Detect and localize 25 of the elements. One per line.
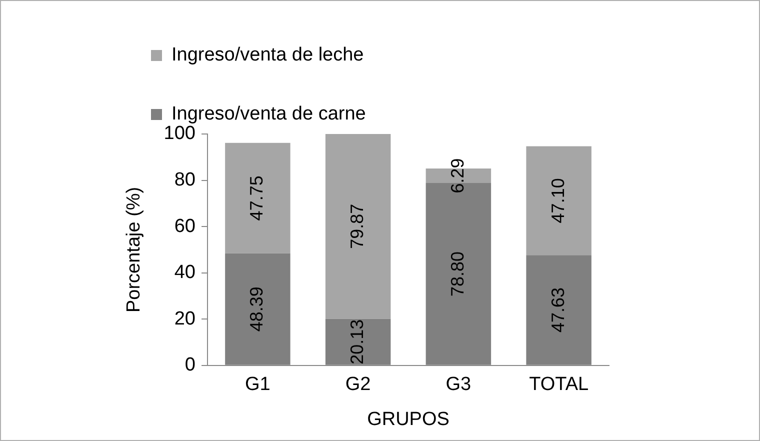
y-tick-label: 100 — [164, 123, 196, 144]
data-label: 78.80 — [447, 251, 468, 296]
data-label: 6.29 — [447, 158, 468, 194]
data-label: 47.63 — [548, 288, 568, 333]
bar — [526, 146, 592, 256]
x-axis-title: GRUPOS — [367, 408, 450, 430]
legend-label: Ingreso/venta de carne — [172, 104, 366, 125]
legend-label: Ingreso/venta de leche — [172, 44, 364, 66]
data-label: 47.75 — [246, 176, 267, 221]
x-tick-label: G2 — [345, 374, 371, 396]
data-label: 79.87 — [347, 204, 368, 249]
data-label: 48.39 — [246, 286, 267, 332]
bar — [225, 142, 290, 254]
y-tick-label: 80 — [174, 170, 196, 191]
data-label: 20.13 — [347, 319, 368, 364]
x-tick-label: G3 — [446, 374, 472, 396]
y-tick-label: 60 — [174, 216, 196, 237]
y-tick-label: 20 — [174, 308, 196, 330]
y-axis-title: Porcentaje (%) — [124, 186, 145, 313]
x-tick-label: TOTAL — [529, 374, 589, 396]
y-tick-label: 0 — [184, 354, 196, 376]
y-tick-label: 40 — [174, 262, 196, 284]
data-label: 47.10 — [548, 178, 568, 224]
x-tick-label: G1 — [245, 374, 270, 396]
bar — [325, 134, 391, 319]
